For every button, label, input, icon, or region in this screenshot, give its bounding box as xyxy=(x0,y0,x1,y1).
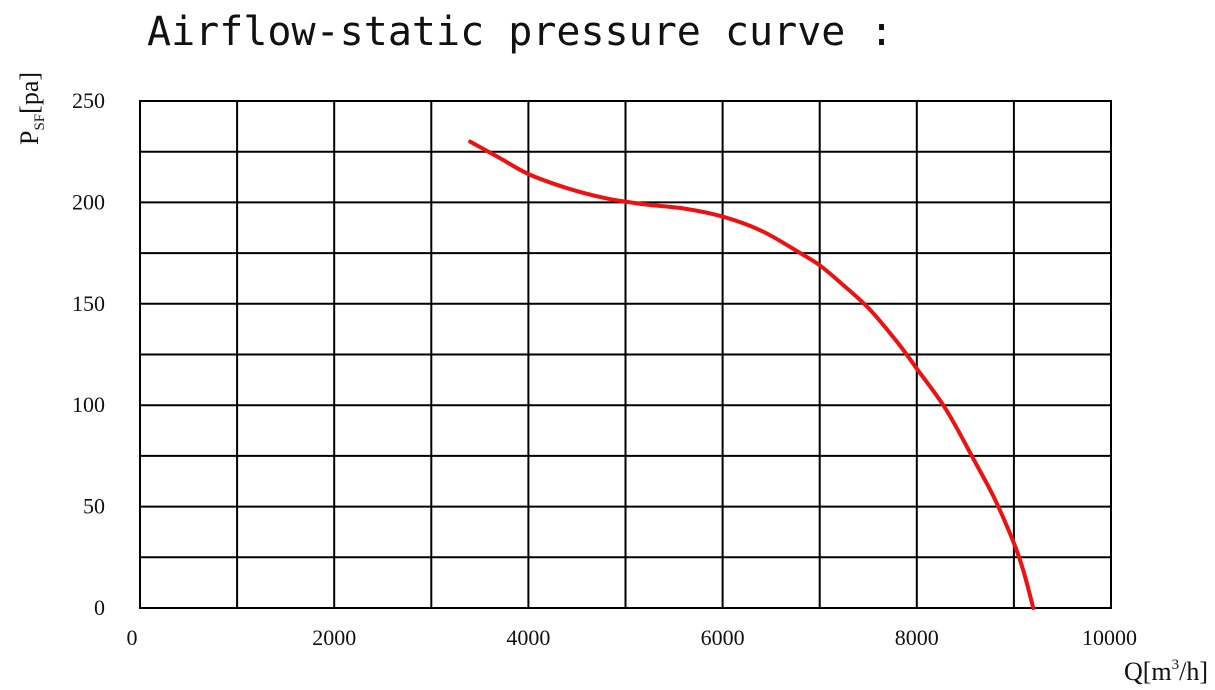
x-tick-label: 4000 xyxy=(506,625,550,650)
grid-lines xyxy=(140,101,1111,608)
y-tick-label: 150 xyxy=(72,291,105,316)
x-tick-label: 10000 xyxy=(1082,625,1137,650)
y-tick-label: 250 xyxy=(72,88,105,113)
plot-frame xyxy=(139,100,1112,609)
y-tick-label: 200 xyxy=(72,189,105,214)
y-axis-ticks: 0 50 100 150 200 250 xyxy=(72,88,105,620)
x-axis-label-superscript: 3 xyxy=(1172,657,1180,673)
x-tick-label: 8000 xyxy=(895,625,939,650)
series-group xyxy=(468,139,1036,610)
x-axis-label: Q[m3/h] xyxy=(1124,657,1208,686)
y-axis-label-suffix: [pa] xyxy=(15,72,44,114)
x-tick-label: 6000 xyxy=(701,625,745,650)
x-tick-label: 2000 xyxy=(312,625,356,650)
pressure-curve-line xyxy=(468,139,1036,610)
x-tick-label: 0 xyxy=(127,625,138,650)
y-axis-label: PSF[pa] xyxy=(15,72,48,145)
y-tick-label: 0 xyxy=(94,595,105,620)
x-axis-ticks: 0 2000 4000 6000 8000 10000 xyxy=(127,625,1138,650)
y-axis-label-subscript: SF xyxy=(32,114,48,131)
y-tick-label: 100 xyxy=(72,392,105,417)
x-axis-label-suffix: /h] xyxy=(1179,657,1208,686)
chart-title: Airflow-static pressure curve : xyxy=(147,9,894,55)
x-axis-label-prefix: Q[m xyxy=(1124,657,1172,686)
y-axis-label-prefix: P xyxy=(15,131,44,145)
y-tick-label: 50 xyxy=(83,494,105,519)
